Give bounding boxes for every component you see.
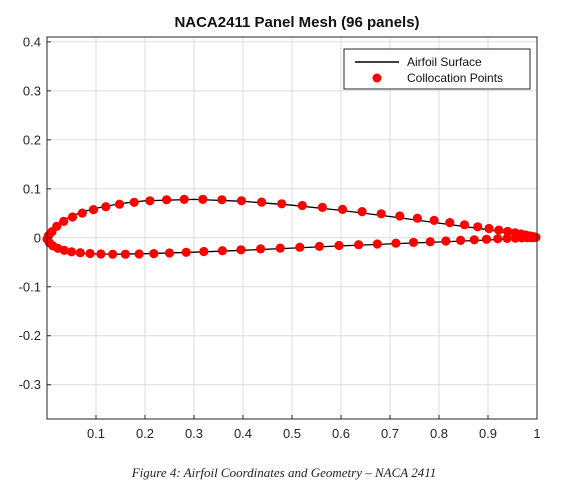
collocation-point xyxy=(376,209,386,219)
x-tick-label: 0.9 xyxy=(479,426,497,441)
x-tick-label: 0.8 xyxy=(430,426,448,441)
collocation-point xyxy=(164,248,175,258)
x-tick-label: 0.5 xyxy=(283,426,301,441)
collocation-point xyxy=(337,204,348,214)
collocation-point xyxy=(484,223,494,234)
legend-entry-collocation-points: Collocation Points xyxy=(407,71,503,85)
collocation-point xyxy=(134,249,144,259)
collocation-point xyxy=(149,249,159,259)
legend-entry-airfoil-surface: Airfoil Surface xyxy=(407,55,482,69)
collocation-point xyxy=(317,202,327,212)
collocation-point xyxy=(217,195,227,205)
collocation-point xyxy=(236,196,247,206)
x-tick-label: 0.4 xyxy=(234,426,252,441)
collocation-point xyxy=(114,199,125,209)
collocation-point xyxy=(59,216,69,226)
collocation-point xyxy=(372,239,382,249)
collocation-point xyxy=(441,236,451,246)
y-tick-label: -0.3 xyxy=(19,377,41,392)
collocation-point xyxy=(108,249,118,259)
figure-caption: Figure 4: Airfoil Coordinates and Geomet… xyxy=(131,465,437,480)
collocation-point xyxy=(459,220,470,230)
x-tick-label: 0.6 xyxy=(332,426,350,441)
collocation-point xyxy=(198,194,208,204)
collocation-point xyxy=(129,197,139,207)
y-tick-label: 0.1 xyxy=(23,181,41,196)
collocation-point xyxy=(354,240,364,250)
collocation-point xyxy=(429,215,439,225)
y-tick-label: -0.1 xyxy=(19,279,41,294)
collocation-point xyxy=(408,237,419,247)
collocation-point xyxy=(469,235,479,245)
y-tick-label: 0.3 xyxy=(23,83,41,98)
collocation-point xyxy=(145,196,155,206)
collocation-point xyxy=(494,225,504,235)
legend-dot-symbol xyxy=(372,73,382,83)
legend: Airfoil Surface Collocation Points xyxy=(343,48,531,90)
collocation-point xyxy=(503,226,513,237)
collocation-point xyxy=(101,202,111,212)
collocation-point xyxy=(217,246,227,256)
y-tick-label: 0 xyxy=(34,230,41,245)
x-tick-label: 0.3 xyxy=(185,426,203,441)
x-tick-label: 0.7 xyxy=(381,426,399,441)
collocation-point xyxy=(181,247,191,257)
tick-labels: 0.1 0.2 0.3 0.4 0.5 0.6 0.7 0.8 0.9 1 0.4 0.3 0.2 0.1… xyxy=(19,34,541,441)
collocation-point xyxy=(493,234,503,244)
collocation-point xyxy=(120,249,130,259)
collocation-point xyxy=(85,248,95,259)
collocation-point xyxy=(256,244,266,254)
collocation-point xyxy=(334,240,344,251)
y-tick-label: 0.2 xyxy=(23,132,41,147)
collocation-point xyxy=(445,218,455,228)
collocation-point xyxy=(66,247,77,257)
collocation-point xyxy=(412,213,422,223)
collocation-point xyxy=(481,234,492,244)
collocation-point xyxy=(391,238,401,248)
collocation-point xyxy=(88,205,99,215)
collocation-point xyxy=(502,233,512,243)
collocation-point xyxy=(162,195,172,205)
collocation-point xyxy=(510,233,520,243)
collocation-point xyxy=(357,207,367,217)
collocation-point xyxy=(75,248,85,258)
collocation-point xyxy=(257,197,267,207)
collocation-point xyxy=(425,237,435,247)
collocation-point xyxy=(529,232,540,243)
collocation-point xyxy=(395,211,405,221)
collocation-point xyxy=(314,241,324,251)
x-tick-label: 0.1 xyxy=(87,426,105,441)
x-tick-label: 1 xyxy=(533,426,540,441)
collocation-point xyxy=(67,212,78,222)
collocation-point xyxy=(96,249,106,259)
legend-box xyxy=(343,48,531,90)
collocation-point xyxy=(199,246,209,257)
collocation-point xyxy=(77,208,87,218)
y-tick-label: 0.4 xyxy=(23,34,41,49)
grid-lines xyxy=(47,37,538,419)
collocation-point xyxy=(179,194,189,204)
collocation-point xyxy=(473,222,483,232)
collocation-point xyxy=(275,243,285,253)
chart-title: NACA2411 Panel Mesh (96 panels) xyxy=(174,14,419,31)
collocation-point xyxy=(59,245,69,255)
collocation-point xyxy=(277,199,287,209)
collocation-point xyxy=(297,200,307,211)
x-tick-label: 0.2 xyxy=(136,426,154,441)
y-tick-label: -0.2 xyxy=(19,328,41,343)
collocation-point xyxy=(236,245,246,255)
collocation-point xyxy=(456,235,466,245)
collocation-point xyxy=(295,242,305,252)
